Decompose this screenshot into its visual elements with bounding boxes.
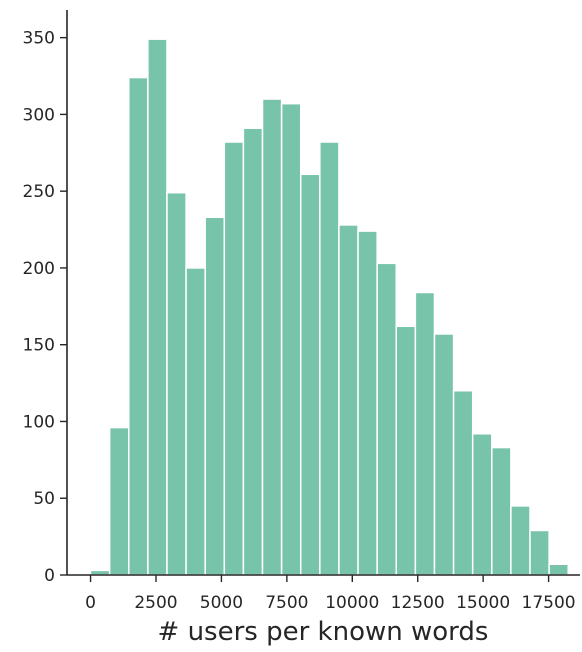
x-tick-label: 7500 [265,593,308,613]
x-tick-label: 17500 [522,593,576,613]
histogram-bar [414,291,436,576]
x-axis-title: # users per known words [158,617,489,647]
y-tick-label: 200 [23,259,55,279]
histogram-bar [452,390,474,576]
x-tick-label: 10000 [325,593,379,613]
y-tick-label: 250 [23,182,55,202]
y-tick-label: 150 [23,336,55,356]
histogram-bar [280,102,302,576]
histogram-bar [147,38,168,576]
histogram-bar [529,529,550,576]
x-tick-label: 15000 [456,593,510,613]
histogram-bar [395,325,417,576]
histogram-bar [433,333,455,576]
y-tick-label: 300 [23,105,55,125]
y-tick-label: 50 [33,489,55,509]
histogram-bar [299,173,321,576]
x-ticks-group: 0 2500 5000 7500 10000 12500 15000 17500 [85,575,576,613]
histogram-bar [471,433,493,576]
histogram-bar [108,426,130,576]
histogram-bar [128,76,149,576]
histogram-bar [491,446,512,576]
histogram-bar [166,191,187,576]
x-tick-label: 12500 [391,593,445,613]
y-tick-label: 100 [23,412,55,432]
histogram-bar [548,563,569,576]
x-tick-label: 0 [85,593,96,613]
histogram-bar [223,141,245,576]
y-tick-label: 0 [44,566,55,586]
bars-group [89,38,569,576]
histogram-bar [261,98,283,576]
histogram-bar [204,216,226,576]
histogram-bar [338,224,359,576]
histogram-bar [357,230,378,576]
histogram-bar [510,505,531,576]
histogram-bar [185,267,206,576]
histogram-bar [376,262,398,576]
y-tick-label: 350 [23,29,55,49]
x-tick-label: 2500 [134,593,177,613]
histogram-bar [242,127,264,576]
y-ticks-group: 0 50 100 150 200 250 300 350 [23,29,67,586]
x-tick-label: 5000 [200,593,243,613]
histogram-bar [319,141,340,576]
